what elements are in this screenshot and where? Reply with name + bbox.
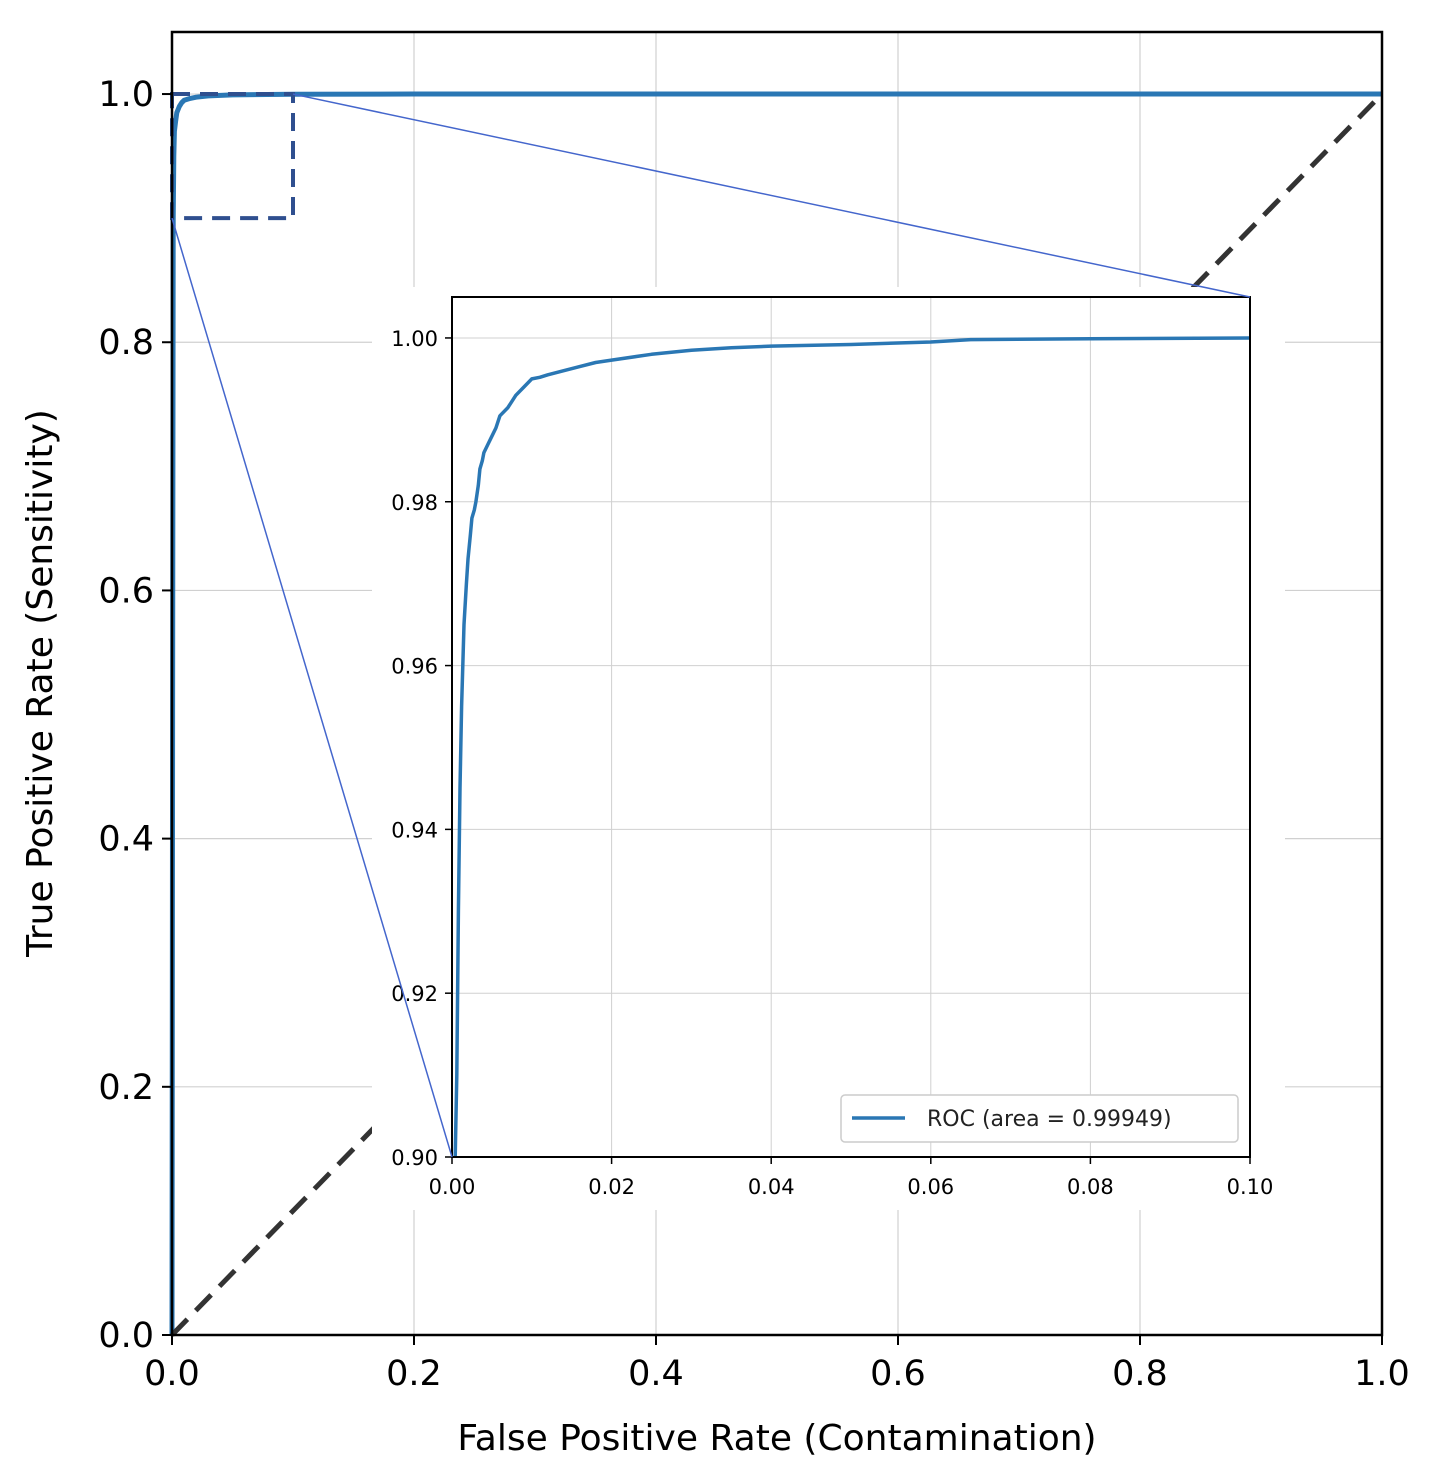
main-y-tick-label: 0.8 <box>98 323 154 363</box>
main-y-tick-label: 0.2 <box>98 1068 154 1108</box>
inset-roc-curve <box>453 336 1251 1158</box>
main-roc-curve <box>169 91 1382 1336</box>
inset-x-tick-label: 0.08 <box>1067 1175 1114 1199</box>
main-y-tick-label: 0.6 <box>98 571 154 611</box>
inset-x-tick-label: 0.02 <box>588 1175 635 1199</box>
main-x-tick-label: 0.2 <box>386 1354 442 1394</box>
main-axes-frame <box>170 30 1384 1337</box>
inset-y-tick-label: 0.94 <box>391 818 438 842</box>
main-x-tick-label: 0.8 <box>1112 1354 1168 1394</box>
main-x-tick-label: 0.6 <box>870 1354 926 1394</box>
inset-plot-series <box>453 336 1251 1158</box>
inset-y-tick-label: 0.92 <box>391 982 438 1006</box>
main-x-tick-label: 1.0 <box>1354 1354 1410 1394</box>
x-axis-label: False Positive Rate (Contamination) <box>457 1418 1096 1459</box>
main-y-tick-label: 0.0 <box>98 1316 154 1356</box>
main-y-tick-label: 1.0 <box>98 75 154 115</box>
zoom-connector-top <box>292 93 1251 298</box>
y-axis-label: True Positive Rate (Sensitivity) <box>20 409 61 958</box>
main-y-tick-label: 0.4 <box>98 820 154 860</box>
inset-x-tick-label: 0.00 <box>429 1175 476 1199</box>
inset-y-tick-label: 1.00 <box>391 327 438 351</box>
zoom-connector-lines <box>171 93 1251 1158</box>
main-x-tick-label: 0.0 <box>144 1354 200 1394</box>
inset-y-tick-label: 0.98 <box>391 491 438 515</box>
inset-y-tick-label: 0.96 <box>391 655 438 679</box>
inset-background <box>372 287 1285 1210</box>
inset-x-tick-label: 0.06 <box>907 1175 954 1199</box>
inset-legend: ROC (area = 0.99949) <box>840 1094 1239 1143</box>
inset-x-tick-label: 0.10 <box>1227 1175 1274 1199</box>
inset-axes-frame <box>451 296 1251 1158</box>
main-x-tick-label: 0.4 <box>628 1354 684 1394</box>
legend-label-roc: ROC (area = 0.99949) <box>927 1107 1172 1132</box>
legend-box <box>840 1094 1239 1143</box>
zoom-connector-bottom <box>171 217 453 1158</box>
inset-tick-marks: 0.00 0.02 0.04 0.06 0.08 0.10 0.90 0.92 0.94 0.96… <box>391 327 1273 1199</box>
inset-x-tick-label: 0.04 <box>748 1175 795 1199</box>
inset-y-tick-label: 0.90 <box>391 1146 438 1170</box>
main-tick-marks: 0.0 0.2 0.4 0.6 0.8 1.0 0.0 0.2 0.4 0.6 0.8 1.0 <box>98 75 1410 1394</box>
